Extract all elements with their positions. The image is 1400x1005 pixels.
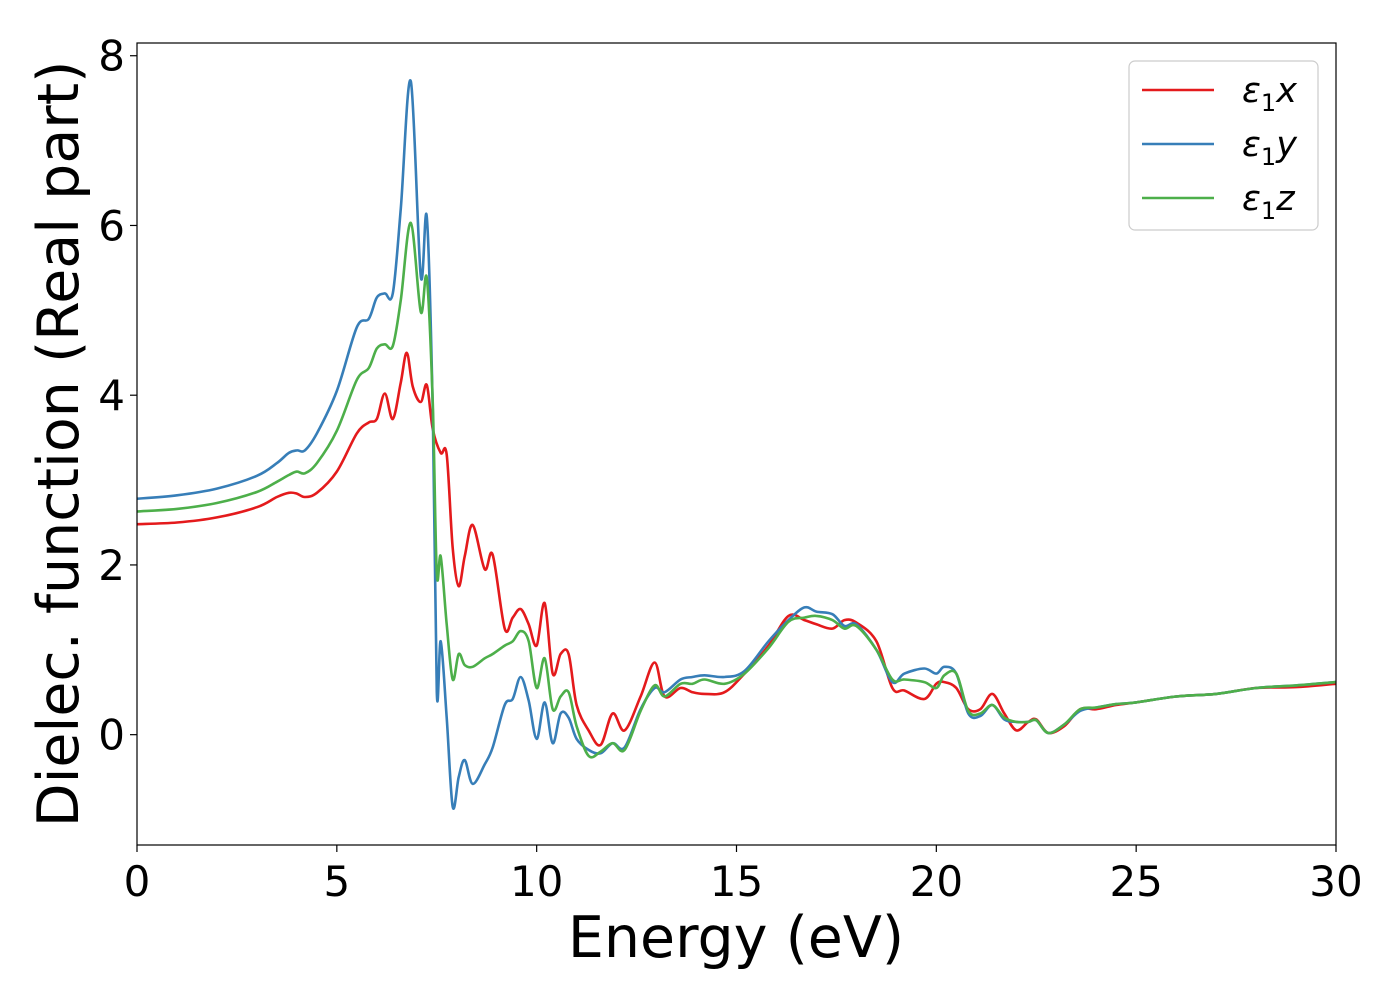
- y-tick-label: 4: [98, 371, 125, 420]
- legend-label-z: ε1z: [1242, 179, 1295, 225]
- y-tick-label: 6: [98, 201, 125, 250]
- y-axis-label: Dielec. function (Real part): [26, 61, 92, 828]
- series-line-z: [137, 221, 1336, 759]
- x-tick-label: 30: [1309, 857, 1362, 906]
- legend-label-x: ε1x: [1242, 71, 1297, 117]
- x-tick-label: 25: [1109, 857, 1162, 906]
- x-tick-label: 10: [510, 857, 563, 906]
- x-tick-label: 0: [124, 857, 151, 906]
- x-axis-label: Energy (eV): [568, 905, 904, 971]
- x-tick-label: 5: [323, 857, 350, 906]
- x-tick-label: 20: [910, 857, 963, 906]
- legend-box: [1128, 60, 1319, 231]
- y-tick-label: 0: [98, 711, 125, 760]
- series-line-x: [137, 351, 1336, 747]
- y-tick-label: 8: [98, 32, 125, 81]
- plot-layer: [137, 79, 1336, 810]
- legend-label-y: ε1y: [1242, 125, 1298, 171]
- legend: ε1x ε1y ε1z: [1128, 60, 1319, 231]
- y-tick-label: 2: [98, 541, 125, 590]
- x-tick-label: 15: [710, 857, 763, 906]
- axes-layer: 0 5 10 15 20 25 30 0 2 4 6 8: [98, 32, 1362, 906]
